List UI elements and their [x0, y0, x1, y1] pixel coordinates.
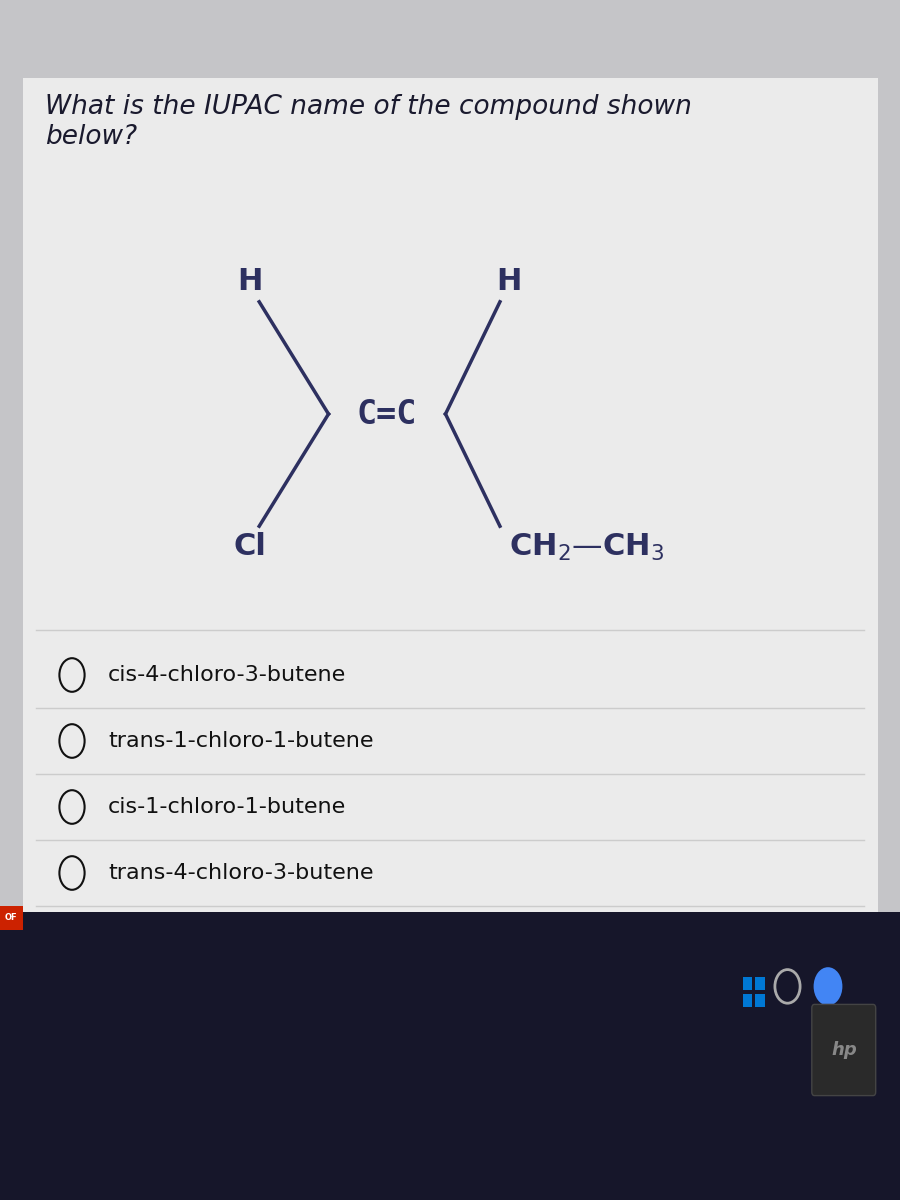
Text: H: H: [496, 266, 522, 295]
Text: hp: hp: [832, 1040, 857, 1058]
Text: trans-1-chloro-1-butene: trans-1-chloro-1-butene: [108, 731, 374, 751]
Text: below?: below?: [45, 124, 137, 150]
FancyBboxPatch shape: [22, 78, 878, 912]
Text: What is the IUPAC name of the compound shown: What is the IUPAC name of the compound s…: [45, 94, 692, 120]
Text: OF: OF: [4, 913, 17, 923]
Text: trans-4-chloro-3-butene: trans-4-chloro-3-butene: [108, 863, 374, 883]
Circle shape: [814, 967, 842, 1006]
FancyBboxPatch shape: [812, 1004, 876, 1096]
FancyBboxPatch shape: [0, 906, 22, 930]
FancyBboxPatch shape: [755, 977, 765, 990]
Text: H: H: [238, 266, 263, 295]
Text: C=C: C=C: [356, 397, 418, 431]
FancyBboxPatch shape: [755, 994, 765, 1007]
Text: cis-1-chloro-1-butene: cis-1-chloro-1-butene: [108, 797, 346, 817]
FancyBboxPatch shape: [0, 912, 900, 1200]
Text: CH$_2$—CH$_3$: CH$_2$—CH$_3$: [509, 533, 664, 563]
FancyBboxPatch shape: [742, 994, 752, 1007]
FancyBboxPatch shape: [742, 977, 752, 990]
Text: Cl: Cl: [234, 533, 266, 562]
Text: cis-4-chloro-3-butene: cis-4-chloro-3-butene: [108, 665, 346, 685]
